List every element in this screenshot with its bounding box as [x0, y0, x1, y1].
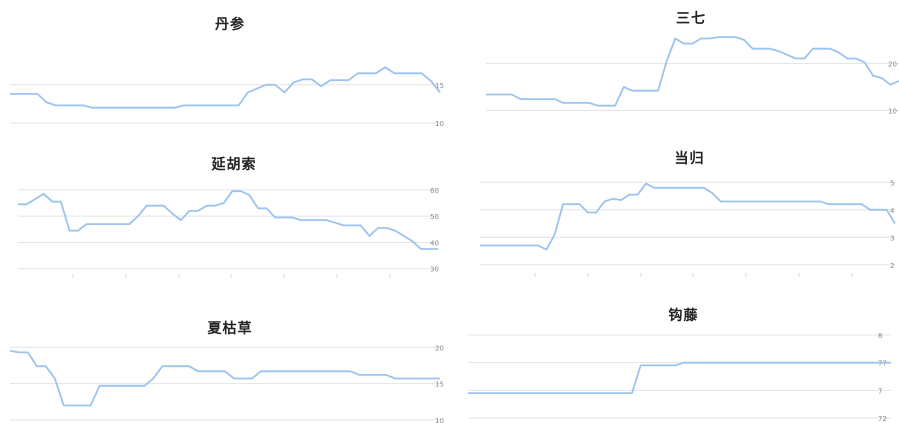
y-tick-labels: 30 40 50 60: [430, 187, 439, 274]
chart-title: 丹参: [215, 17, 245, 33]
y-tick-label: 60: [430, 187, 439, 195]
y-tick-label: 10: [435, 417, 444, 423]
series-line: [18, 190, 438, 250]
y-tick-label: 50: [430, 213, 439, 221]
chart-panel-danggui: 当归 2 3 4 5: [480, 140, 899, 282]
chart-plot: 10 15 20: [10, 344, 444, 423]
y-tick-label: 20: [435, 344, 444, 352]
chart-plot: 2 3 4 5: [480, 179, 896, 277]
chart-plot: 10 15: [10, 66, 444, 128]
series-line: [486, 36, 899, 107]
chart-panel-xiakucao: 夏枯草 10 15 20: [10, 305, 450, 423]
chart-panel-danshen: 丹参 10 15: [10, 8, 450, 128]
grid-lines: [468, 334, 891, 419]
y-tick-labels: 2 3 4 5: [890, 179, 895, 270]
y-tick-label: 3: [890, 234, 894, 242]
x-tick-marks: [72, 274, 391, 278]
chart-title: 延胡索: [211, 157, 257, 173]
grid-lines: [10, 84, 440, 124]
y-tick-label: 30: [430, 266, 439, 274]
grid-lines: [486, 63, 899, 111]
series-line: [10, 66, 441, 109]
grid-lines: [480, 181, 895, 266]
x-tick-marks: [534, 273, 853, 277]
chart-plot: 30 40 50 60: [18, 187, 439, 278]
y-tick-label: 10: [888, 107, 897, 115]
series-line: [480, 182, 896, 251]
y-tick-label: 15: [435, 381, 444, 389]
chart-plot: 10 20: [486, 36, 899, 116]
y-tick-label: 8: [878, 332, 882, 340]
chart-panel-yanhusuo: 延胡索 30 40 50 60: [18, 142, 450, 282]
y-tick-labels: 10 20: [888, 61, 897, 116]
y-tick-label: 40: [430, 239, 439, 247]
y-tick-label: 10: [435, 120, 444, 128]
y-tick-label: 77: [878, 360, 887, 368]
y-tick-label: 5: [890, 179, 894, 187]
y-tick-labels: 10 15 20: [435, 344, 444, 423]
y-tick-labels: 10 15: [435, 82, 444, 128]
chart-title: 当归: [674, 151, 705, 167]
y-tick-label: 4: [890, 207, 895, 215]
chart-title: 钩藤: [668, 308, 699, 324]
chart-title: 三七: [676, 11, 706, 27]
y-tick-label: 2: [890, 262, 894, 270]
grid-lines: [18, 189, 438, 270]
chart-panel-gouteng: 钩藤 72 7 77 8: [468, 297, 899, 423]
grid-lines: [10, 346, 440, 421]
y-tick-label: 7: [878, 387, 882, 395]
y-tick-label: 72: [878, 415, 887, 423]
series-line: [10, 350, 440, 407]
chart-panel-sanqi: 三七 10 20: [483, 0, 899, 125]
y-tick-label: 20: [888, 61, 897, 69]
y-tick-label: 15: [435, 82, 444, 90]
chart-title: 夏枯草: [207, 321, 253, 337]
series-line: [468, 361, 891, 394]
